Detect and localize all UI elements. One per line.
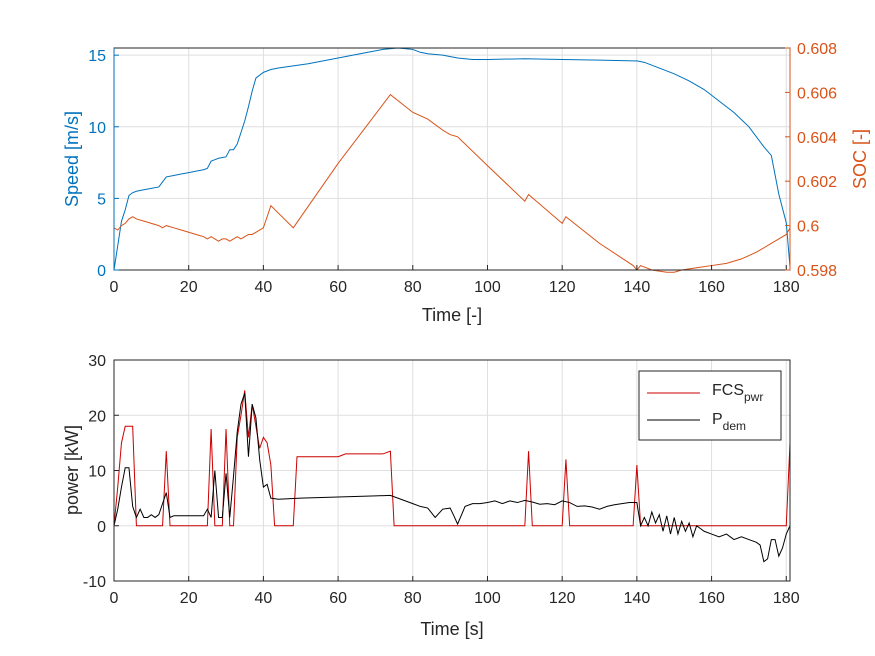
bottom-x-tick-label: 180 <box>773 590 800 607</box>
top-x-tick-label: 160 <box>698 279 725 296</box>
speed-tick-label: 15 <box>88 48 106 65</box>
speed-soc-axes: 0 20 40 60 80 100 120 140 160 180 0 5 10 15 0.598 0.6… <box>62 41 870 325</box>
legend-box <box>638 370 782 441</box>
p-dem-series-line <box>113 392 791 563</box>
bottom-x-tick-label: 100 <box>474 590 501 607</box>
power-tick-label: 0 <box>97 519 106 536</box>
legend-pdem-sub: dem <box>723 419 746 433</box>
power-tick-label: 30 <box>88 353 106 370</box>
legend-fcs-label: FCSpwr <box>712 382 763 404</box>
top-x-tick-label: 120 <box>549 279 576 296</box>
soc-tick-label: 0.604 <box>797 130 837 147</box>
bottom-x-tick-label: 80 <box>404 590 422 607</box>
legend-pdem-name: P <box>712 411 723 428</box>
speed-axis-label: Speed [m/s] <box>62 111 82 207</box>
top-x-axis-label: Time [-] <box>422 305 482 325</box>
soc-tick-label: 0.598 <box>797 263 837 280</box>
power-axis-label: power [kW] <box>62 425 82 515</box>
legend: FCSpwr Pdem <box>638 370 782 441</box>
bottom-x-tick-label: 160 <box>698 590 725 607</box>
top-x-tick-label: 140 <box>624 279 651 296</box>
speed-tick-label: 5 <box>97 191 106 208</box>
top-x-tick-label: 180 <box>773 279 800 296</box>
fcs-pwr-series-line <box>113 390 791 527</box>
soc-tick-label: 0.602 <box>797 174 837 191</box>
legend-fcs-name: FCS <box>712 382 744 399</box>
soc-series-line <box>113 93 791 273</box>
power-tick-label: 20 <box>88 408 106 425</box>
bottom-x-tick-label: 60 <box>329 590 347 607</box>
legend-fcs-sub: pwr <box>744 390 763 404</box>
power-tick-label: 10 <box>88 464 106 481</box>
top-x-tick-label: 40 <box>254 279 272 296</box>
bottom-x-tick-label: 120 <box>549 590 576 607</box>
speed-tick-label: 10 <box>88 120 106 137</box>
soc-axis-label: SOC [-] <box>850 129 870 189</box>
bottom-x-tick-label: 40 <box>254 590 272 607</box>
soc-tick-label: 0.608 <box>797 41 837 58</box>
soc-tick-label: 0.606 <box>797 85 837 102</box>
power-tick-label: -10 <box>83 574 106 591</box>
bottom-x-axis-label: Time [s] <box>420 619 483 639</box>
legend-pdem-label: Pdem <box>712 411 746 433</box>
top-x-tick-label: 60 <box>329 279 347 296</box>
top-x-tick-label: 20 <box>180 279 198 296</box>
speed-tick-label: 0 <box>97 263 106 280</box>
bottom-x-tick-label: 0 <box>110 590 119 607</box>
bottom-x-tick-label: 20 <box>180 590 198 607</box>
bottom-x-tick-label: 140 <box>624 590 651 607</box>
top-x-tick-label: 0 <box>110 279 119 296</box>
top-x-tick-label: 80 <box>404 279 422 296</box>
speed-series-line <box>113 47 791 271</box>
top-x-tick-label: 100 <box>474 279 501 296</box>
soc-tick-label: 0.6 <box>797 219 819 236</box>
